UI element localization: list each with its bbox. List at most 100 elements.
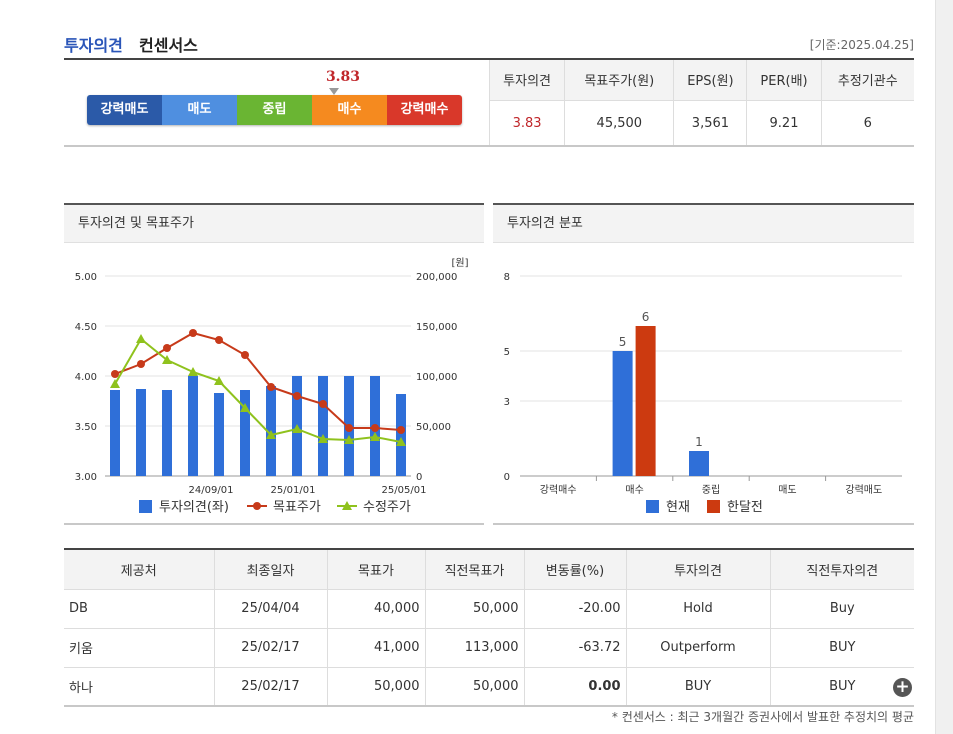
table-cell: BUY — [625, 667, 770, 707]
title-dark: 컨센서스 — [139, 36, 198, 55]
data-label: 5 — [619, 335, 627, 349]
x-category-label: 강력매수 — [540, 484, 577, 496]
divider — [64, 145, 914, 147]
opinion-gauge: 강력매도 매도 중립 매수 강력매수 — [87, 95, 462, 125]
target-price-point — [111, 370, 119, 378]
legend-label: 수정주가 — [363, 500, 411, 515]
opinion-price-chart: 5.00 4.50 4.00 3.50 3.00 200,000 150,000 100,00… — [75, 257, 469, 515]
table-header: 직전투자의견 — [769, 549, 914, 590]
table-cell: 0.00 — [523, 667, 626, 707]
adjusted-price-line — [114, 337, 402, 443]
adjusted-price-point — [318, 434, 328, 443]
table-cell: 25/04/04 — [213, 589, 327, 629]
x-category-label: 매수 — [625, 484, 643, 496]
table-cell: 50,000 — [326, 667, 425, 707]
adjusted-price-point — [396, 437, 406, 446]
summary-target-price: 45,500 — [564, 100, 674, 146]
legend-label: 목표주가 — [273, 500, 321, 515]
summary-header: 투자의견 — [488, 60, 565, 101]
summary-header: EPS(원) — [673, 60, 747, 101]
table-header: 변동률(%) — [523, 549, 626, 590]
x-category-label: 매도 — [778, 484, 796, 496]
broker-table: 제공처 최종일자 목표가 직전목표가 변동률(%) 투자의견 직전투자의견 DB 25/04/… — [64, 548, 914, 707]
table-header: 제공처 — [64, 549, 214, 590]
opinion-bar — [396, 394, 406, 476]
x-tick-label: 25/05/01 — [382, 485, 427, 496]
table-cell: Outperform — [625, 628, 770, 668]
distribution-bar — [612, 351, 633, 476]
y-left-tick-label: 3.00 — [75, 472, 97, 483]
y-tick-label: 5 — [504, 347, 510, 358]
target-price-point — [163, 344, 171, 352]
gauge-segment: 강력매수 — [387, 95, 462, 125]
table-header: 직전목표가 — [424, 549, 524, 590]
table-cell: -20.00 — [523, 589, 626, 629]
adjusted-price-point — [266, 430, 276, 439]
gauge-value: 3.83 — [325, 69, 361, 85]
opinion-distribution-panel: 투자의견 분포 8 5 3 0 강력매수 매수 5 6 중립 1 매도 강력매도 현재 한달전 — [493, 203, 914, 525]
summary-opinion: 3.83 — [488, 100, 565, 146]
table-header: 목표가 — [326, 549, 425, 590]
x-category-label: 강력매도 — [845, 484, 882, 496]
y-tick-label: 8 — [504, 272, 510, 283]
consensus-header: 투자의견 컨센서스 [기준:2025.04.25] — [64, 30, 914, 60]
legend-label: 한달전 — [727, 500, 763, 515]
table-cell: 키움 — [64, 628, 214, 668]
target-price-point — [137, 360, 145, 368]
opinion-bar — [214, 393, 224, 476]
table-cell: DB — [64, 589, 214, 629]
legend-label: 투자의견(좌) — [159, 500, 229, 515]
gauge-segment: 중립 — [237, 95, 312, 125]
adjusted-price-point — [292, 424, 302, 433]
adjusted-price-point — [188, 367, 198, 376]
distribution-bar — [689, 451, 709, 476]
y-right-tick-label: 200,000 — [416, 272, 457, 283]
opinion-bar — [318, 376, 328, 476]
target-price-point — [215, 336, 223, 344]
legend-swatch-adjusted — [342, 501, 352, 510]
table-cell: 40,000 — [326, 589, 425, 629]
distribution-bar — [635, 326, 656, 476]
gauge-segment: 강력매도 — [87, 95, 162, 125]
opinion-bar — [162, 390, 172, 476]
target-price-point — [345, 424, 353, 432]
legend-swatch-month-ago — [707, 500, 720, 513]
table-cell: BUY — [769, 628, 914, 668]
table-cell: Buy — [769, 589, 914, 629]
opinion-bar — [136, 389, 146, 476]
y-left-tick-label: 4.50 — [75, 322, 97, 333]
gauge-pointer-icon — [329, 88, 339, 95]
summary-institutions: 6 — [820, 100, 914, 146]
adjusted-price-point — [370, 432, 380, 441]
legend-label: 현재 — [666, 500, 690, 515]
y-left-tick-label: 4.00 — [75, 372, 97, 383]
y-right-tick-label: 150,000 — [416, 322, 457, 333]
table-cell: 50,000 — [424, 589, 524, 629]
adjusted-price-point — [214, 376, 224, 385]
more-plus-icon[interactable]: + — [893, 678, 912, 697]
table-row: 하나 25/02/17 50,000 50,000 0.00 BUY BUY — [64, 667, 914, 707]
panel-title: 투자의견 및 목표주가 — [64, 205, 484, 243]
y-tick-label: 0 — [504, 472, 510, 483]
footnote: * 컨센서스 : 최근 3개월간 증권사에서 발표한 추정치의 평균 — [611, 710, 914, 724]
target-price-point — [189, 329, 197, 337]
target-price-point — [371, 424, 379, 432]
opinion-bar — [110, 390, 120, 476]
base-date: [기준:2025.04.25] — [809, 38, 914, 52]
table-cell: Hold — [625, 589, 770, 629]
table-header: 최종일자 — [213, 549, 327, 590]
scrollbar[interactable] — [935, 0, 953, 734]
summary-header: 추정기관수 — [820, 60, 914, 101]
gauge-segment: 매수 — [312, 95, 387, 125]
x-tick-label: 25/01/01 — [271, 485, 316, 496]
table-cell: 41,000 — [326, 628, 425, 668]
adjusted-price-point — [344, 435, 354, 444]
y-right-unit: [원] — [451, 257, 468, 269]
opinion-price-panel: 투자의견 및 목표주가 5.00 4.50 4.00 3.50 3.00 200,000 1… — [64, 203, 484, 525]
summary-eps: 3,561 — [673, 100, 747, 146]
x-category-label: 중립 — [702, 483, 720, 496]
data-label: 6 — [642, 310, 650, 324]
adjusted-price-point — [110, 379, 120, 388]
table-cell: -63.72 — [523, 628, 626, 668]
